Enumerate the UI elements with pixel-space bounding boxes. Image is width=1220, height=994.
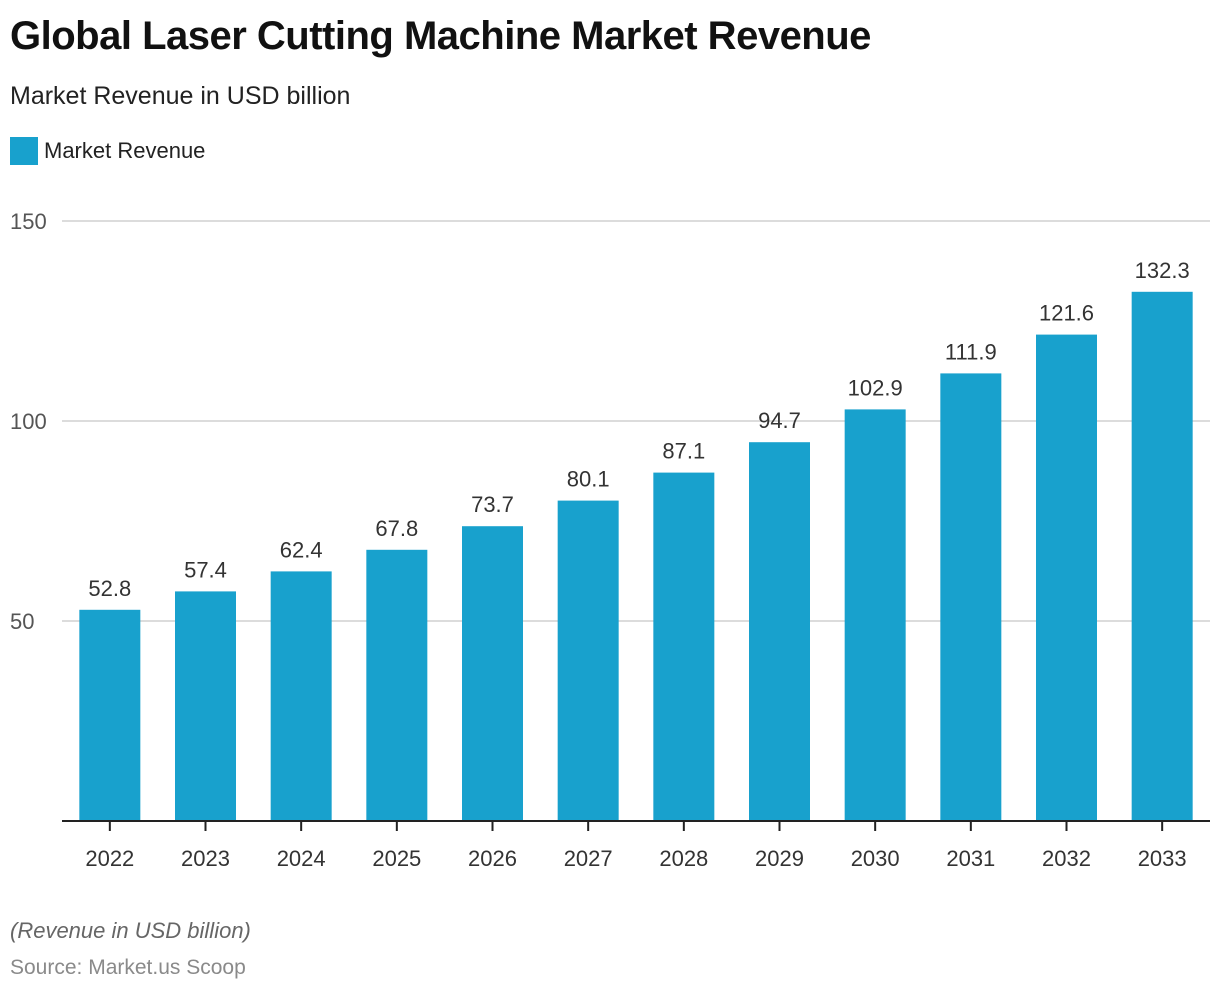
data-label: 102.9	[848, 375, 903, 400]
data-label: 132.3	[1135, 258, 1190, 283]
x-tick-label: 2023	[181, 846, 230, 871]
x-tick-label: 2026	[468, 846, 517, 871]
data-label: 87.1	[662, 439, 705, 464]
x-tick-label: 2024	[277, 846, 326, 871]
data-label: 121.6	[1039, 301, 1094, 326]
y-tick-label: 50	[10, 609, 34, 634]
x-tick-label: 2030	[851, 846, 900, 871]
data-label: 57.4	[184, 557, 227, 582]
bar	[749, 442, 810, 821]
y-tick-label: 100	[10, 409, 47, 434]
bar	[1131, 291, 1193, 821]
chart-note: (Revenue in USD billion)	[10, 918, 251, 943]
data-label: 62.4	[280, 537, 323, 562]
y-tick-label: 150	[10, 209, 47, 234]
legend-label: Market Revenue	[44, 138, 206, 163]
data-label: 94.7	[758, 408, 801, 433]
x-tick-label: 2027	[564, 846, 613, 871]
bar	[462, 526, 523, 821]
bar	[79, 609, 141, 821]
x-tick-label: 2028	[659, 846, 708, 871]
x-tick-label: 2022	[85, 846, 134, 871]
chart-source: Source: Market.us Scoop	[10, 956, 246, 979]
data-label: 111.9	[945, 339, 997, 364]
x-tick-label: 2025	[372, 846, 421, 871]
legend-swatch	[10, 137, 38, 165]
x-tick-label: 2031	[946, 846, 995, 871]
data-label: 80.1	[567, 467, 610, 492]
x-tick-label: 2032	[1042, 846, 1091, 871]
bar	[270, 571, 332, 821]
x-tick-label: 2029	[755, 846, 804, 871]
data-label: 52.8	[88, 576, 131, 601]
bar	[1036, 334, 1097, 821]
bar	[175, 591, 236, 821]
bar	[366, 549, 428, 821]
bar	[653, 472, 715, 821]
chart-title: Global Laser Cutting Machine Market Reve…	[10, 14, 871, 58]
bar	[844, 409, 906, 821]
chart-subtitle: Market Revenue in USD billion	[10, 82, 351, 110]
bar	[940, 373, 1002, 821]
data-label: 73.7	[471, 492, 514, 517]
data-label: 67.8	[375, 516, 418, 541]
legend: Market Revenue	[10, 137, 205, 165]
bar	[557, 500, 619, 821]
x-tick-label: 2033	[1138, 846, 1187, 871]
